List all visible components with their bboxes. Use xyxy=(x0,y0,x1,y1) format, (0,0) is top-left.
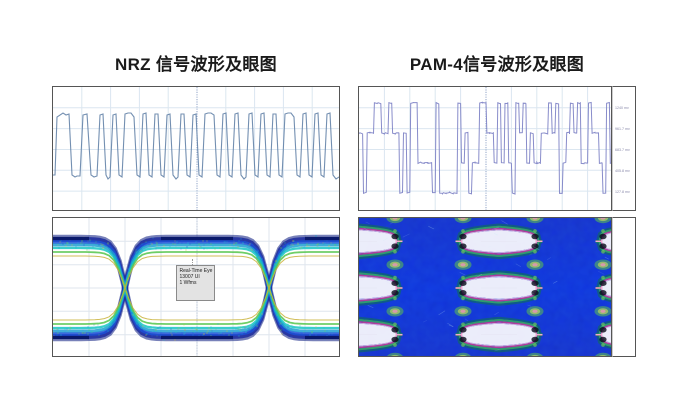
svg-text:1240 mv: 1240 mv xyxy=(615,106,629,110)
svg-text:961.7 mv: 961.7 mv xyxy=(615,127,630,131)
svg-text:405.8 mv: 405.8 mv xyxy=(615,169,630,173)
svg-text:127.8 mv: 127.8 mv xyxy=(615,190,630,194)
svg-text:683.7 mv: 683.7 mv xyxy=(615,148,630,152)
